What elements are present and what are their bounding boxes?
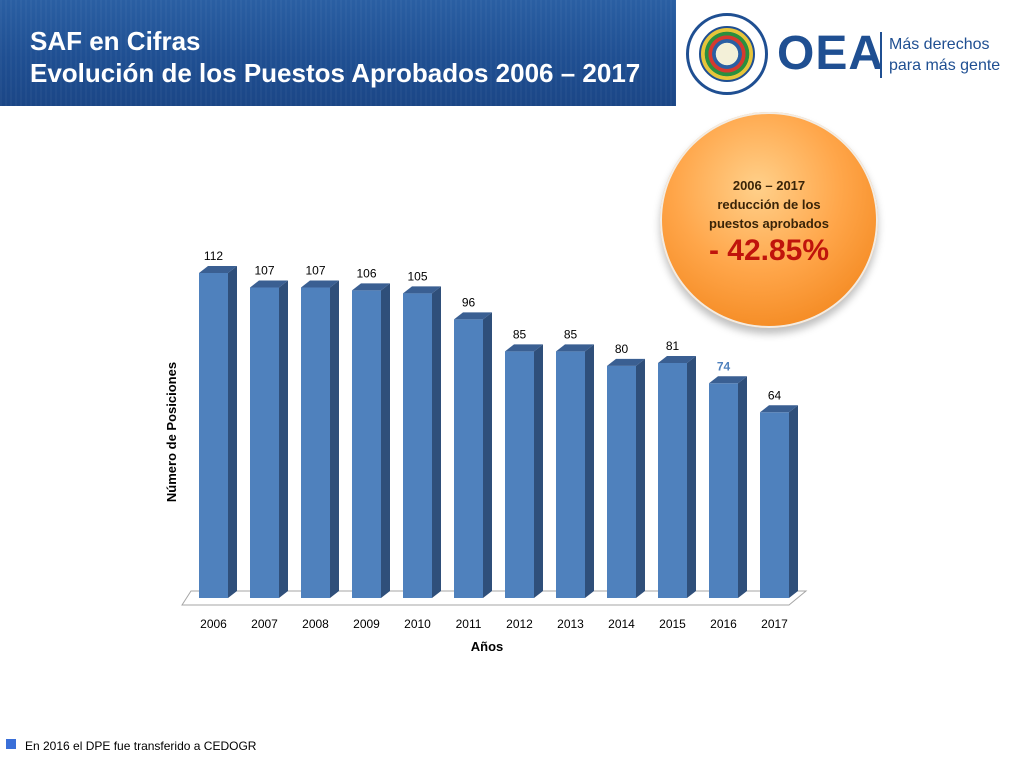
callout-line3: puestos aprobados <box>709 216 829 231</box>
bar-2009 <box>352 283 390 598</box>
x-tick-2008: 2008 <box>302 617 329 631</box>
seal-emblem <box>699 26 755 82</box>
tagline-line1: Más derechos <box>889 36 990 53</box>
bar-2012 <box>505 344 543 598</box>
bar-top <box>403 286 441 294</box>
bar-top <box>352 283 390 291</box>
bar-top <box>607 358 645 366</box>
chart-floor <box>181 590 808 606</box>
reduction-callout: 2006 – 2017 reducción de los puestos apr… <box>660 112 878 328</box>
page-subtitle: Evolución de los Puestos Aprobados 2006 … <box>30 58 641 88</box>
chart-floor-plate <box>181 590 808 606</box>
bar-side <box>789 405 798 598</box>
bar-2010 <box>403 286 441 598</box>
data-label-2015: 81 <box>666 339 680 353</box>
x-tick-2007: 2007 <box>251 617 278 631</box>
x-tick-2010: 2010 <box>404 617 431 631</box>
bar-front <box>454 319 483 598</box>
bar-side <box>228 266 237 598</box>
data-label-2013: 85 <box>564 327 578 341</box>
bar-side <box>279 280 288 598</box>
bar-top <box>199 266 237 273</box>
bar-top <box>709 376 747 384</box>
data-label-2016: 74 <box>717 359 731 373</box>
bar-2015 <box>658 355 696 598</box>
bar-front <box>607 365 636 598</box>
chart-data-labels: 112 107 107 106 105 96 85 85 80 81 74 64 <box>204 249 782 402</box>
bar-2006 <box>199 266 237 598</box>
data-label-2009: 106 <box>356 266 376 280</box>
bar-front <box>301 287 330 598</box>
data-label-2011: 96 <box>462 295 476 309</box>
bar-front <box>250 287 279 598</box>
bar-front <box>403 293 432 598</box>
callout-line1: 2006 – 2017 <box>732 178 806 193</box>
brand-logo-text: OEA <box>777 27 885 80</box>
bar-2011 <box>454 312 492 598</box>
footnote: En 2016 el DPE fue transferido a CEDOGR <box>25 739 257 753</box>
bar-top <box>760 405 798 413</box>
bar-front <box>556 351 585 598</box>
bar-top <box>301 280 339 288</box>
bar-top <box>556 344 594 352</box>
x-tick-2006: 2006 <box>200 617 227 631</box>
bar-side <box>585 344 594 598</box>
bar-2007 <box>250 280 288 598</box>
oas-seal-logo <box>686 13 768 95</box>
x-axis-label: Años <box>471 639 504 654</box>
bar-2008 <box>301 280 339 598</box>
data-label-2007: 107 <box>254 264 274 278</box>
callout-value: - 42.85% <box>708 234 830 267</box>
bar-top <box>658 355 696 363</box>
data-label-2014: 80 <box>615 342 629 356</box>
page-title: SAF en Cifras <box>30 26 201 56</box>
bar-side <box>330 280 339 598</box>
bar-side <box>738 376 747 598</box>
x-tick-2016: 2016 <box>710 617 737 631</box>
x-tick-2014: 2014 <box>608 617 635 631</box>
bar-side <box>534 344 543 598</box>
callout-line2: reducción de los <box>717 197 821 212</box>
bar-2017 <box>760 405 798 598</box>
brand-tagline: Más derechos para más gente <box>889 34 1000 76</box>
bar-side <box>636 358 645 598</box>
bar-front <box>658 362 687 598</box>
data-label-2017: 64 <box>768 388 782 402</box>
bar-top <box>250 280 288 288</box>
tagline-line2: para más gente <box>889 57 1001 74</box>
x-tick-2011: 2011 <box>456 617 482 631</box>
bar-top <box>505 344 543 352</box>
bar-side <box>483 312 492 598</box>
bar-2016 <box>709 376 747 598</box>
x-tick-2012: 2012 <box>506 617 533 631</box>
x-tick-2015: 2015 <box>659 617 686 631</box>
x-tick-2013: 2013 <box>557 617 584 631</box>
chart-x-tick-labels: 2006 2007 2008 2009 2010 2011 2012 2013 2014 2015… <box>200 617 788 631</box>
bar-front <box>199 273 228 598</box>
chart-bars <box>199 266 798 598</box>
x-tick-2017: 2017 <box>761 617 788 631</box>
y-axis-label: Número de Posiciones <box>164 362 179 502</box>
data-label-2006: 112 <box>204 249 223 263</box>
bar-front <box>709 383 738 598</box>
callout-text: 2006 – 2017 reducción de los puestos apr… <box>660 176 878 233</box>
data-label-2010: 105 <box>407 269 427 283</box>
bar-top <box>454 312 492 320</box>
bar-side <box>432 286 441 598</box>
bar-front <box>505 351 534 598</box>
bar-side <box>687 355 696 598</box>
bullet-square-icon <box>6 739 16 749</box>
brand-divider <box>880 32 882 78</box>
x-tick-2009: 2009 <box>353 617 380 631</box>
bar-2014 <box>607 358 645 598</box>
bar-side <box>381 283 390 598</box>
bar-2013 <box>556 344 594 598</box>
bar-front <box>760 412 789 598</box>
data-label-2012: 85 <box>513 327 527 341</box>
data-label-2008: 107 <box>305 264 325 278</box>
bar-front <box>352 290 381 598</box>
